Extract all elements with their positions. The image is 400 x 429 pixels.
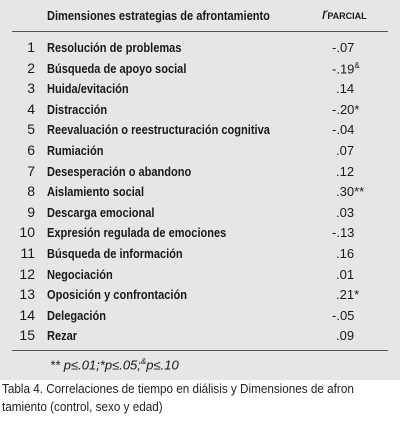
footnote-text: p≤.10 [146, 357, 179, 373]
row-value: -.07 [332, 40, 354, 55]
row-number: 2 [27, 59, 35, 76]
row-label: Resolución de problemas [47, 40, 182, 55]
value-text: .07 [336, 143, 355, 158]
row-label: Aislamiento social [47, 184, 145, 200]
row-value: -.19& [332, 61, 360, 76]
row-value: .09 [336, 328, 354, 343]
row-number: 7 [27, 162, 35, 179]
row-number: 14 [19, 306, 35, 323]
value-text: .01 [336, 266, 355, 282]
row-value: .30** [336, 184, 364, 199]
value-text: -.05 [332, 307, 355, 323]
row-label: Rezar [47, 328, 78, 344]
row-value: .01 [336, 267, 354, 282]
row-label: Distracción [47, 101, 108, 117]
row-label: Búsqueda de apoyo social [47, 60, 187, 76]
value-text: -.04 [332, 122, 355, 138]
row-number: 4 [27, 100, 35, 117]
value-text: .12 [336, 163, 355, 179]
row-value: .21* [336, 287, 359, 302]
value-text: .16 [336, 246, 355, 261]
row-label: Descarga emocional [47, 204, 155, 220]
row-number: 10 [19, 224, 35, 241]
header-rule [12, 31, 388, 32]
row-label: Oposición y confrontación [47, 287, 187, 303]
r-symbol: r [322, 6, 328, 23]
table-panel: Dimensiones estrategias de afrontamiento… [0, 0, 400, 380]
value-text: -.07 [332, 40, 355, 55]
row-number: 15 [19, 327, 35, 344]
row-value: .03 [336, 205, 354, 220]
caption: Tabla 4. Correlaciones de tiempo en diál… [2, 381, 354, 396]
row-value: -.13 [332, 225, 354, 240]
row-label: Rumiación [47, 143, 104, 158]
row-number: 8 [27, 183, 35, 200]
value-text: .03 [336, 204, 355, 220]
value-text: .09 [336, 328, 355, 344]
row-number: 3 [27, 80, 35, 97]
row-number: 6 [27, 142, 35, 158]
header-r: rPARCIAL [322, 6, 367, 24]
row-label: Huida/evitación [47, 81, 129, 97]
caption: tamiento (control, sexo y edad) [2, 399, 163, 414]
row-label: Búsqueda de información [47, 246, 183, 261]
row-value: .07 [336, 143, 354, 158]
row-number: 5 [27, 121, 35, 138]
header-title: Dimensiones estrategias de afrontamiento [47, 8, 270, 23]
value-text: .14 [336, 81, 355, 97]
value-text: -.13 [332, 225, 355, 241]
row-value: -.20* [332, 102, 359, 117]
row-label: Delegación [47, 307, 106, 323]
value-text: -.19 [332, 60, 355, 76]
row-label: Expresión regulada de emociones [47, 225, 227, 241]
row-label: Desesperación o abandono [47, 163, 192, 179]
row-number: 13 [19, 286, 35, 303]
row-number: 11 [20, 245, 35, 261]
row-label: Negociación [47, 266, 113, 282]
footnote-mark: & [140, 357, 147, 366]
bottom-rule [12, 350, 388, 351]
row-value: .12 [336, 164, 354, 179]
row-value: .16 [336, 246, 354, 261]
row-number: 12 [19, 265, 35, 282]
row-number: 9 [27, 203, 35, 220]
row-value: -.04 [332, 122, 354, 137]
footnote: ** p≤.01;*p≤.05;&p≤.10 [50, 357, 179, 372]
row-label: Reevaluación o reestructuración cognitiv… [47, 122, 270, 138]
value-text: .21* [336, 287, 360, 303]
value-note: & [354, 60, 360, 70]
row-value: -.05 [332, 308, 354, 323]
row-number: 1 [27, 39, 35, 55]
value-text: -.20* [332, 101, 360, 117]
row-value: .14 [336, 81, 354, 96]
r-sub: PARCIAL [327, 11, 367, 21]
value-text: .30** [336, 184, 365, 200]
footnote-text: ** p≤.01;*p≤.05; [50, 357, 141, 373]
